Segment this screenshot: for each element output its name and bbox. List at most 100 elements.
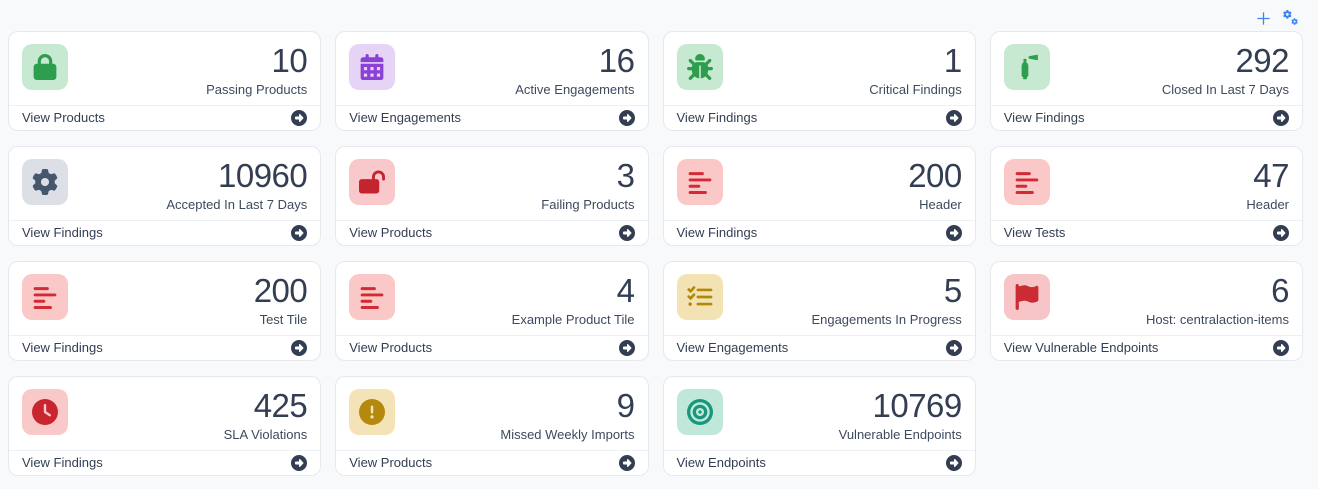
metric-tile: 10 Passing Products View Products bbox=[8, 31, 322, 131]
tile-body: 200 Test Tile bbox=[9, 262, 320, 335]
circle-arrow-right-icon bbox=[618, 454, 635, 471]
tile-value: 1 bbox=[943, 42, 962, 79]
tile-footer-link[interactable]: View Findings bbox=[9, 449, 321, 475]
tile-footer-label: View Vulnerable Endpoints bbox=[1003, 340, 1159, 356]
circle-arrow-right-icon bbox=[1273, 224, 1289, 241]
tile-label: Header bbox=[1246, 196, 1289, 212]
metric-tile: 10960 Accepted In Last 7 Days View Findi… bbox=[8, 146, 322, 246]
tile-value: 16 bbox=[598, 42, 635, 79]
tile-footer-link[interactable]: View Products bbox=[336, 449, 648, 475]
tile-body: 3 Failing Products bbox=[336, 147, 647, 220]
tile-footer-link[interactable]: View Products bbox=[9, 104, 321, 130]
metric-tile: 1 Critical Findings View Findings bbox=[662, 31, 976, 131]
metric-tiles-grid: 10 Passing Products View Products 16 Act… bbox=[0, 30, 1318, 488]
tile-footer-label: View Products bbox=[22, 110, 105, 126]
circle-arrow-right-icon bbox=[291, 224, 308, 241]
gear-icon bbox=[22, 159, 68, 205]
tile-footer-label: View Endpoints bbox=[676, 455, 766, 471]
tile-value: 10769 bbox=[872, 387, 962, 424]
tile-footer-label: View Findings bbox=[22, 225, 103, 241]
tile-footer-label: View Engagements bbox=[349, 110, 462, 126]
circle-arrow-right-icon bbox=[1273, 339, 1289, 356]
align-left-icon bbox=[676, 159, 723, 205]
tile-footer-label: View Findings bbox=[22, 340, 103, 356]
configure-tiles-button[interactable] bbox=[1283, 9, 1300, 27]
circle-arrow-right-icon bbox=[618, 224, 635, 241]
circle-arrow-right-icon bbox=[291, 109, 308, 126]
tile-footer-link[interactable]: View Endpoints bbox=[663, 449, 975, 475]
tile-footer-link[interactable]: View Products bbox=[336, 219, 648, 245]
tile-body: 10960 Accepted In Last 7 Days bbox=[9, 147, 320, 220]
tile-metrics: 200 Test Tile bbox=[253, 272, 308, 326]
tile-footer-link[interactable]: View Findings bbox=[663, 104, 975, 130]
tile-body: 200 Header bbox=[664, 147, 975, 220]
tile-footer-link[interactable]: View Products bbox=[336, 334, 648, 360]
list-check-icon bbox=[676, 274, 723, 320]
circle-arrow-right-icon bbox=[945, 339, 962, 356]
tile-metrics: 10960 Accepted In Last 7 Days bbox=[166, 157, 308, 212]
metric-tile: 4 Example Product Tile View Products bbox=[335, 261, 649, 361]
metric-tile: 425 SLA Violations View Findings bbox=[8, 376, 322, 476]
tile-footer-link[interactable]: View Findings bbox=[990, 104, 1302, 130]
tile-metrics: 16 Active Engagements bbox=[515, 42, 635, 97]
tile-label: Example Product Tile bbox=[511, 311, 635, 327]
tile-body: 6 Host: centralaction-items bbox=[991, 262, 1302, 335]
tile-footer-label: View Products bbox=[349, 225, 433, 241]
tile-footer-link[interactable]: View Tests bbox=[990, 219, 1302, 245]
circle-arrow-right-icon bbox=[1273, 109, 1289, 126]
tile-label: Failing Products bbox=[541, 196, 635, 212]
fire-extinguisher-icon bbox=[1003, 44, 1050, 90]
add-tile-button[interactable] bbox=[1256, 11, 1271, 26]
tile-footer-label: View Tests bbox=[1003, 225, 1066, 241]
tile-value: 9 bbox=[616, 387, 635, 424]
metric-tile: 200 Header View Findings bbox=[662, 146, 976, 246]
tile-value: 200 bbox=[908, 157, 962, 194]
plus-icon bbox=[1256, 11, 1271, 26]
circle-arrow-right-icon bbox=[291, 454, 308, 471]
tile-footer-label: View Findings bbox=[676, 110, 758, 126]
metric-tile: 5 Engagements In Progress View Engagemen… bbox=[662, 261, 976, 361]
tile-body: 5 Engagements In Progress bbox=[664, 262, 975, 335]
calendar-icon bbox=[349, 44, 396, 90]
tile-value: 200 bbox=[253, 272, 308, 309]
tile-footer-label: View Findings bbox=[676, 225, 758, 241]
tile-value: 10960 bbox=[217, 157, 308, 194]
lock-icon bbox=[22, 44, 68, 90]
metric-tile: 10769 Vulnerable Endpoints View Endpoint… bbox=[662, 376, 976, 476]
tile-metrics: 425 SLA Violations bbox=[224, 388, 308, 441]
tile-footer-link[interactable]: View Findings bbox=[9, 219, 321, 245]
tile-body: 16 Active Engagements bbox=[336, 32, 647, 105]
tile-body: 292 Closed In Last 7 Days bbox=[991, 32, 1302, 105]
circle-arrow-right-icon bbox=[618, 109, 635, 126]
circle-arrow-right-icon bbox=[945, 109, 962, 126]
tile-metrics: 4 Example Product Tile bbox=[511, 273, 635, 327]
tile-label: Closed In Last 7 Days bbox=[1161, 81, 1289, 97]
tile-label: Accepted In Last 7 Days bbox=[166, 196, 308, 212]
tile-label: Active Engagements bbox=[515, 81, 635, 97]
dashboard-toolbar bbox=[0, 0, 1318, 30]
metric-tile: 47 Header View Tests bbox=[989, 146, 1303, 246]
tile-footer-link[interactable]: View Findings bbox=[9, 334, 321, 360]
tile-footer-link[interactable]: View Findings bbox=[663, 219, 975, 245]
tile-value: 47 bbox=[1253, 157, 1289, 194]
tile-metrics: 3 Failing Products bbox=[541, 158, 635, 212]
tile-metrics: 5 Engagements In Progress bbox=[811, 273, 962, 326]
tile-footer-label: View Products bbox=[349, 340, 433, 356]
tile-footer-label: View Products bbox=[349, 455, 433, 471]
flag-icon bbox=[1003, 274, 1050, 320]
tile-footer-link[interactable]: View Vulnerable Endpoints bbox=[990, 334, 1302, 360]
circle-arrow-right-icon bbox=[945, 224, 962, 241]
circle-exclamation-icon bbox=[349, 389, 396, 435]
tile-metrics: 9 Missed Weekly Imports bbox=[500, 387, 635, 441]
tile-footer-link[interactable]: View Engagements bbox=[663, 334, 975, 360]
tile-body: 10 Passing Products bbox=[9, 32, 320, 105]
metric-tile: 3 Failing Products View Products bbox=[335, 146, 649, 246]
metric-tile: 16 Active Engagements View Engagements bbox=[335, 31, 649, 131]
align-left-icon bbox=[349, 274, 396, 320]
lock-open-icon bbox=[349, 159, 396, 205]
align-left-icon bbox=[22, 274, 68, 320]
align-left-icon bbox=[1003, 159, 1050, 205]
tile-footer-link[interactable]: View Engagements bbox=[336, 104, 648, 130]
tile-body: 425 SLA Violations bbox=[9, 377, 320, 450]
tile-label: Passing Products bbox=[206, 81, 308, 97]
